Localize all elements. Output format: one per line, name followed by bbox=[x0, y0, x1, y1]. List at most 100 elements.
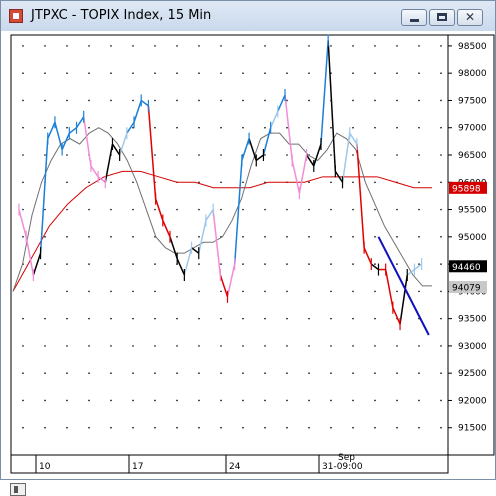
grid-dot bbox=[308, 399, 310, 402]
grid-dot bbox=[22, 45, 24, 47]
grid-dot bbox=[132, 181, 134, 184]
x-upper-label: Sep bbox=[338, 453, 355, 463]
price-segment bbox=[406, 268, 415, 276]
scrollbar-handle[interactable] bbox=[10, 483, 26, 496]
price-segment bbox=[111, 143, 121, 156]
grid-dot bbox=[330, 208, 332, 211]
grid-dot bbox=[22, 426, 24, 429]
x-tick-label: 24 bbox=[229, 462, 241, 472]
grid-dot bbox=[154, 154, 156, 156]
price-segment bbox=[54, 122, 63, 150]
grid-dot bbox=[352, 263, 354, 265]
grid-dot bbox=[330, 126, 332, 129]
grid-dot bbox=[66, 263, 68, 265]
grid-dot bbox=[396, 372, 398, 374]
grid-dot bbox=[330, 290, 332, 293]
grid-dot bbox=[374, 399, 376, 402]
grid-dot bbox=[198, 72, 200, 74]
grid-dot bbox=[330, 317, 332, 320]
grid-dot bbox=[440, 290, 442, 293]
grid-dot bbox=[66, 72, 68, 74]
grid-dot bbox=[44, 317, 46, 320]
grid-dot bbox=[308, 45, 310, 47]
grid-dot bbox=[22, 317, 24, 320]
minimize-button[interactable] bbox=[401, 9, 427, 26]
grid-dot bbox=[286, 208, 288, 211]
price-segment bbox=[90, 165, 99, 178]
grid-dot bbox=[110, 181, 112, 184]
grid-dot bbox=[242, 317, 244, 320]
grid-dot bbox=[264, 317, 266, 320]
price-segment bbox=[284, 94, 293, 161]
price-segment bbox=[298, 154, 308, 194]
grid-dot bbox=[110, 99, 112, 102]
price-chart[interactable]: 9150092000925009300093500940009450095000… bbox=[1, 31, 495, 479]
price-segment bbox=[39, 138, 49, 254]
grid-dot bbox=[308, 263, 310, 265]
grid-dot bbox=[220, 372, 222, 374]
grid-dot bbox=[396, 263, 398, 265]
grid-dot bbox=[176, 208, 178, 211]
grid-dot bbox=[352, 72, 354, 74]
grid-dot bbox=[220, 263, 222, 265]
grid-dot bbox=[88, 317, 90, 320]
grid-dot bbox=[220, 208, 222, 211]
price-segment bbox=[162, 220, 171, 238]
grid-dot bbox=[374, 236, 376, 238]
grid-dot bbox=[198, 426, 200, 429]
grid-dot bbox=[440, 181, 442, 184]
price-segment bbox=[61, 132, 71, 150]
grid-dot bbox=[242, 236, 244, 238]
grid-dot bbox=[308, 72, 310, 74]
price-marker bbox=[449, 260, 487, 273]
grid-dot bbox=[374, 317, 376, 320]
price-segment bbox=[198, 220, 207, 254]
title-bar[interactable]: JTPXC - TOPIX Index, 15 Min ✕ bbox=[1, 1, 495, 31]
grid-dot bbox=[220, 154, 222, 156]
grid-dot bbox=[132, 263, 134, 265]
grid-dot bbox=[308, 99, 310, 102]
y-tick-label: 92500 bbox=[458, 369, 487, 379]
chart-area[interactable]: 9150092000925009300093500940009450095000… bbox=[1, 31, 495, 496]
price-segment bbox=[305, 154, 315, 167]
grid-dot bbox=[220, 126, 222, 129]
grid-dot bbox=[22, 154, 24, 156]
grid-dot bbox=[66, 290, 68, 293]
grid-dot bbox=[374, 126, 376, 129]
grid-dot bbox=[110, 45, 112, 47]
grid-dot bbox=[66, 372, 68, 374]
grid-dot bbox=[220, 45, 222, 47]
grid-dot bbox=[176, 345, 178, 347]
grid-dot bbox=[110, 317, 112, 320]
grid-dot bbox=[44, 426, 46, 429]
grid-dot bbox=[66, 45, 68, 47]
grid-dot bbox=[198, 99, 200, 102]
grid-dot bbox=[374, 208, 376, 211]
grid-dot bbox=[44, 99, 46, 102]
grid-dot bbox=[418, 126, 420, 129]
grid-dot bbox=[396, 208, 398, 211]
grid-dot bbox=[220, 317, 222, 320]
price-segment bbox=[370, 263, 379, 271]
close-button[interactable]: ✕ bbox=[457, 9, 483, 26]
grid-dot bbox=[440, 45, 442, 47]
price-segment bbox=[140, 99, 149, 107]
grid-dot bbox=[88, 126, 90, 129]
price-segment bbox=[313, 143, 322, 167]
grid-dot bbox=[242, 426, 244, 429]
price-segment bbox=[169, 236, 178, 259]
grid-dot bbox=[264, 154, 266, 156]
grid-dot bbox=[418, 345, 420, 347]
price-segment bbox=[25, 236, 35, 276]
price-segment bbox=[233, 160, 243, 265]
grid-dot bbox=[44, 45, 46, 47]
maximize-button[interactable] bbox=[429, 9, 455, 26]
grid-dot bbox=[308, 317, 310, 320]
grid-dot bbox=[286, 236, 288, 238]
grid-dot bbox=[88, 290, 90, 293]
grid-dot bbox=[286, 317, 288, 320]
app-icon[interactable] bbox=[9, 9, 23, 23]
grid-dot bbox=[198, 154, 200, 156]
price-segment bbox=[104, 143, 114, 183]
grid-dot bbox=[22, 72, 24, 74]
